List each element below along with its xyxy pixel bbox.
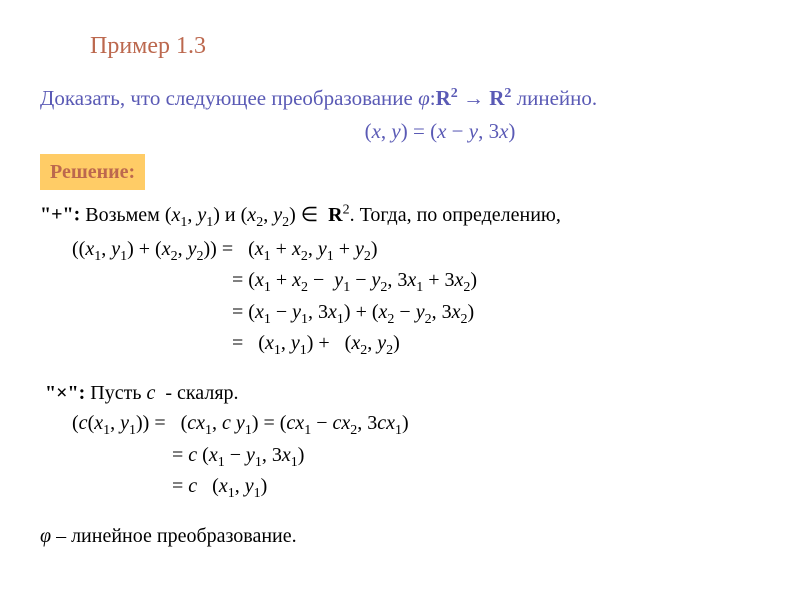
example-title: Пример 1.3 bbox=[90, 30, 760, 64]
mult-line-1: (c(x1, y1)) = (cx1, c y1) = (cx1 − cx2, … bbox=[72, 409, 760, 441]
mult-label: "×": bbox=[45, 382, 85, 404]
phi-symbol: φ bbox=[418, 86, 430, 110]
conclusion: φ – линейное преобразование. bbox=[40, 522, 760, 550]
scalar-text: Пусть c - скаляр. bbox=[85, 382, 238, 404]
mult-line-3: = c (x1, y1) bbox=[172, 472, 760, 504]
plus-line-3: = (x1 − y1, 3x1) + (x2 − y2, 3x2) bbox=[232, 298, 760, 330]
problem-statement: Доказать, что следующее преобразование φ… bbox=[40, 84, 760, 113]
plus-label: "+": bbox=[40, 204, 80, 226]
linear-text: линейно. bbox=[511, 86, 597, 110]
take-text: Возьмем (x1, y1) и (x2, y2) ∈ R2. Тогда,… bbox=[80, 204, 561, 226]
mult-line-2: = c (x1 − y1, 3x1) bbox=[172, 441, 760, 473]
plus-line-1: ((x1, y1) + (x2, y2)) = (x1 + x2, y1 + y… bbox=[72, 235, 760, 267]
proof-addition: "+": Возьмем (x1, y1) и (x2, y2) ∈ R2. Т… bbox=[40, 200, 760, 549]
R-space: R2 bbox=[436, 86, 458, 110]
transformation-definition: (x, y) = (x − y, 3x) bbox=[120, 117, 760, 146]
mult-header: "×": Пусть c - скаляр. bbox=[40, 379, 760, 407]
solution-label: Решение: bbox=[40, 154, 145, 190]
statement-text: Доказать, что следующее преобразование bbox=[40, 86, 418, 110]
conclusion-text: – линейное преобразование. bbox=[51, 525, 297, 547]
arrow: → bbox=[458, 86, 490, 110]
plus-line-4: = (x1, y1) + (x2, y2) bbox=[232, 329, 760, 361]
phi-final: φ bbox=[40, 525, 51, 547]
plus-line-2: = (x1 + x2 − y1 − y2, 3x1 + 3x2) bbox=[232, 266, 760, 298]
plus-header: "+": Возьмем (x1, y1) и (x2, y2) ∈ R2. Т… bbox=[40, 200, 760, 232]
R-space-2: R2 bbox=[489, 86, 511, 110]
